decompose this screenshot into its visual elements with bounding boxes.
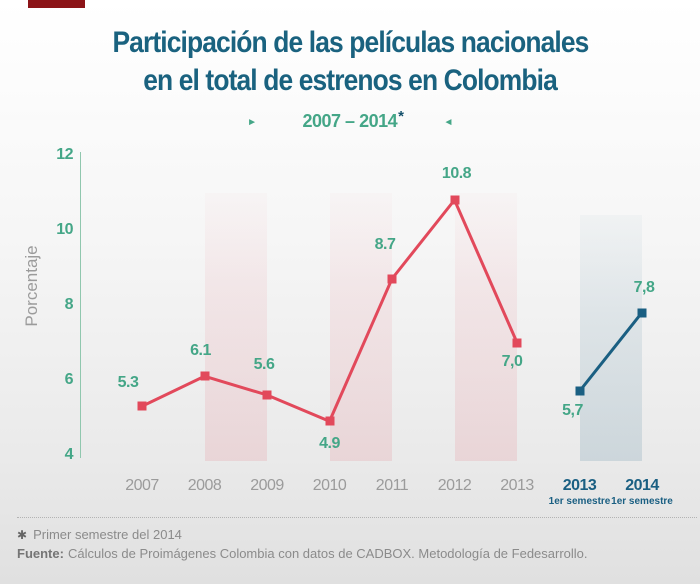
series-line-anual-2007-2013 [141,197,519,424]
data-point-marker [450,195,459,205]
data-point-marker [387,274,397,284]
data-point-marker [200,371,209,381]
x-axis-label: 2014 1er semestre [611,477,673,507]
data-point-marker [637,308,647,317]
data-point-label: 10.8 [441,165,472,182]
series-line-primer-semestre-2013-2014 [578,311,644,393]
data-point-marker [137,401,147,411]
data-point-marker [575,386,584,396]
arrow-left-icon: ◄ [443,117,453,128]
chart-subtitle: ► 2007 – 2014* ◄ [0,108,700,132]
x-axis-label: 2007 [125,477,159,494]
footnote-asterisk: * [398,108,404,125]
x-axis-label: 2012 [437,477,472,494]
footnote: ✱ Primer semestre del 2014 [17,527,182,542]
y-axis-line [80,152,81,458]
data-point-label: 5.3 [117,374,139,392]
x-axis-sublabel: 1er semestre [548,496,611,507]
x-axis-label: 2008 [187,477,222,494]
y-tick-label: 6 [64,371,74,388]
highlight-band [579,215,642,461]
data-point-label: 5.6 [253,356,275,373]
data-point-marker [512,338,522,347]
data-point-label: 7,0 [501,352,523,370]
arrow-right-icon: ► [247,117,257,128]
data-point-marker [325,416,334,426]
x-axis-label: 2013 [500,477,534,494]
x-axis-label: 2010 [312,477,347,494]
highlight-band [204,193,267,461]
highlight-band [454,193,517,461]
data-point-label: 7,8 [633,278,655,296]
highlight-band [329,193,392,461]
x-axis-label: 2011 [375,477,409,494]
y-tick-label: 10 [56,221,73,238]
x-axis-label: 2013 1er semestre [548,477,611,507]
page-title-line1: Participación de las películas nacionale… [111,26,589,59]
x-axis-label: 2009 [250,477,284,494]
data-point-label: 5,7 [562,402,583,420]
x-axis-sublabel: 1er semestre [611,496,673,507]
y-tick-label: 12 [56,146,73,163]
y-tick-label: 8 [64,296,74,313]
data-point-label: 8.7 [374,235,396,253]
data-point-label: 6.1 [190,342,211,360]
y-tick-label: 4 [64,446,74,463]
top-left-red-mark [28,0,85,8]
subtitle-years: 2007 – 2014 [302,111,398,131]
page-title-line2: en el total de estrenos en Colombia [143,64,558,97]
data-point-marker [262,390,272,400]
source-line: Fuente: Cálculos de Proimágenes Colombia … [17,546,588,561]
data-point-label: 4.9 [319,435,340,453]
asterisk-icon: ✱ [17,528,28,542]
footer-divider [17,517,697,518]
